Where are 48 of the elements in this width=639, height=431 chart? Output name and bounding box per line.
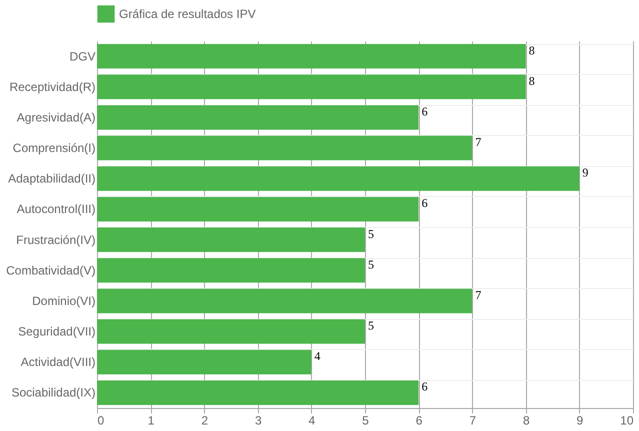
bar [97,350,312,374]
x-tick-label: 0 [98,414,104,428]
y-tick-label: Combatividad(V) [6,263,96,278]
y-tick-label: Receptividad(R) [9,80,96,94]
y-tick-label: Adaptabilidad(II) [8,172,96,186]
x-tick-label: 8 [522,414,530,428]
y-tick-label: Dominio(VI) [32,294,96,308]
x-tick-label: 10 [620,414,634,428]
bar [97,105,419,130]
x-tick-label: 4 [308,414,316,428]
y-tick-label: DGV [69,49,96,64]
data-label: 4 [314,349,320,364]
data-label: 7 [475,135,482,150]
data-label: 5 [368,318,374,333]
data-label: 5 [368,257,374,272]
bar [97,136,472,160]
x-tick-label: 2 [201,414,208,428]
y-tick-label: Autocontrol(III) [16,202,96,216]
x-tick-label: 1 [148,414,155,428]
x-tick-label: 7 [469,414,476,428]
data-label: 5 [368,226,374,241]
legend-label: Gráfica de resultados IPV [119,7,256,21]
bar [97,228,365,252]
x-tick-label: 5 [362,414,370,428]
y-tick-label: Sociabilidad(IX) [11,386,96,400]
bar [97,380,419,405]
data-label: 6 [422,380,428,394]
bar [97,288,472,314]
x-tick-label: 6 [416,414,423,428]
data-label: 7 [475,288,482,302]
x-tick-label: 3 [254,414,262,428]
bar [97,258,365,283]
data-label: 8 [528,43,535,58]
bar [97,166,580,191]
x-tick-label: 9 [576,414,584,428]
bar [97,44,526,69]
y-tick-label: Frustración(IV) [16,232,96,247]
y-tick-label: Agresividad(A) [16,110,96,124]
y-tick-label: Comprensión(I) [12,141,96,156]
bar [97,74,526,100]
bar [97,319,365,344]
data-label: 6 [422,196,428,210]
data-label: 6 [422,104,428,118]
bar [97,196,419,222]
y-tick-label: Seguridad(VII) [18,324,96,339]
y-tick-label: Actividad(VIII) [20,355,96,370]
data-label: 8 [528,74,535,88]
data-label: 9 [582,166,588,180]
